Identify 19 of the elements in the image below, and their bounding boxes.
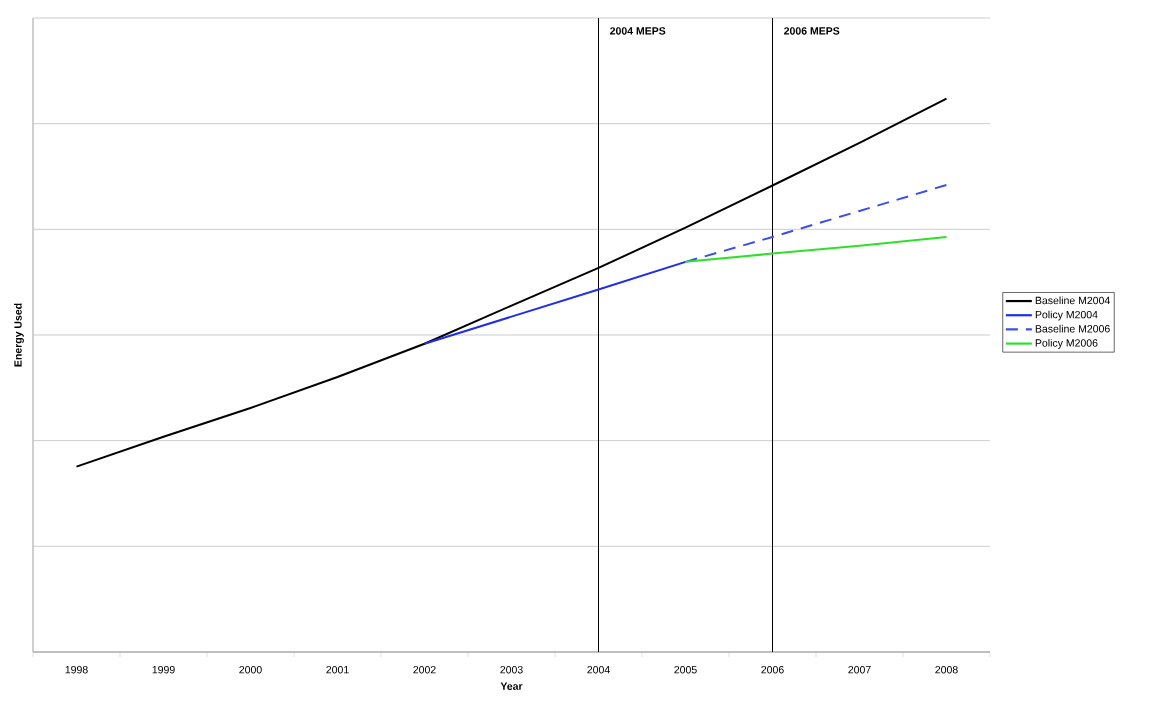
- x-tick-label: 1998: [65, 665, 88, 674]
- legend-label: Baseline M2006: [1035, 324, 1110, 333]
- x-tick-label: 1999: [152, 665, 175, 674]
- x-tick-label: 2000: [239, 665, 262, 674]
- y-axis-title: Energy Used: [14, 303, 24, 367]
- x-tick-label: 2006: [761, 665, 784, 674]
- x-axis-title: Year: [500, 682, 523, 690]
- x-tick-label: 2004: [587, 665, 610, 674]
- legend-label: Policy M2004: [1035, 310, 1098, 321]
- x-tick-label: 2005: [674, 665, 697, 674]
- legend-label: Policy M2006: [1035, 338, 1098, 349]
- x-tick-label: 2008: [935, 665, 958, 674]
- ref-line-label: 2006 MEPS: [784, 27, 840, 35]
- x-tick-label: 2001: [326, 665, 349, 674]
- x-tick-label: 2007: [848, 665, 871, 674]
- x-tick-label: 2003: [500, 665, 523, 674]
- x-tick-label: 2002: [413, 665, 436, 674]
- legend-label: Baseline M2004: [1035, 296, 1110, 305]
- ref-line-label: 2004 MEPS: [610, 27, 666, 35]
